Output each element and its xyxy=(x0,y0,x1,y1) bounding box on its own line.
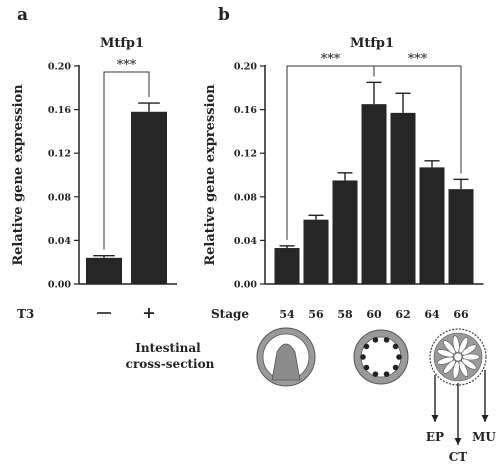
cross-section-66-fold xyxy=(458,337,469,354)
y-tick-label: 0.04 xyxy=(234,236,258,247)
x-tick-label: 60 xyxy=(366,308,382,321)
significance-label: *** xyxy=(408,52,428,67)
arrow-head xyxy=(454,438,462,445)
panel-letter: a xyxy=(17,5,28,25)
y-tick-label: 0.08 xyxy=(48,192,72,203)
cross-section-66-fold xyxy=(461,344,477,356)
x-tick-label: 62 xyxy=(395,308,410,321)
cross-section-66-fold xyxy=(443,340,456,355)
cross-section-66-fold xyxy=(458,360,469,377)
chart-panel-a: a Mtfp1 Relative gene expression 0.00 0.04 0.… xyxy=(11,5,177,322)
cross-section-diagram: Intestinal cross-section EP CT MU xyxy=(126,327,496,464)
y-tick-label: 0.00 xyxy=(234,280,258,291)
significance-label: *** xyxy=(117,58,137,73)
bar xyxy=(419,167,445,284)
x-tick-label: 54 xyxy=(279,308,295,321)
significance-label: *** xyxy=(321,52,341,67)
cross-section-54-typhlosole xyxy=(271,343,301,381)
arrow-head xyxy=(431,415,439,422)
cross-section-66-fold xyxy=(452,335,460,353)
panel-letter: b xyxy=(218,5,230,25)
x-tick-label: 64 xyxy=(424,308,440,321)
chart-title: Mtfp1 xyxy=(100,36,144,51)
bar xyxy=(361,104,387,285)
cross-section-60-cell xyxy=(396,354,402,360)
cross-section-66-fold xyxy=(452,361,460,379)
bar xyxy=(86,257,122,284)
y-tick-label: 0.00 xyxy=(48,280,72,291)
y-axis-label: Relative gene expression xyxy=(203,84,218,266)
bar xyxy=(448,189,474,284)
tissue-label: CT xyxy=(449,450,468,464)
cross-section-66-fold xyxy=(437,349,455,358)
bar xyxy=(332,180,358,284)
bar xyxy=(390,112,416,285)
chart-title: Mtfp1 xyxy=(350,36,394,51)
y-tick-label: 0.16 xyxy=(234,105,258,116)
cross-section-60-cell xyxy=(392,364,399,371)
significance-bracket xyxy=(286,65,375,240)
diagram-label-line2: cross-section xyxy=(126,357,215,371)
cross-section-60-cell xyxy=(363,364,370,371)
significance-bracket xyxy=(373,65,462,174)
diagram-label-line1: Intestinal xyxy=(135,341,201,355)
cross-section-66-fold xyxy=(437,356,455,365)
cross-section-60-cell xyxy=(372,337,379,343)
x-tick-label-text: — xyxy=(97,306,111,322)
significance-bracket xyxy=(103,71,150,250)
x-tick-label: 58 xyxy=(337,308,353,321)
cross-section-66-center xyxy=(453,352,463,362)
y-tick-label: 0.08 xyxy=(234,192,258,203)
tissue-label: MU xyxy=(472,430,496,444)
cross-section-60-cell xyxy=(392,343,399,350)
y-tick-label: 0.12 xyxy=(48,149,71,160)
x-tick-label: 66 xyxy=(453,308,469,321)
y-tick-label: 0.16 xyxy=(48,105,72,116)
bar xyxy=(274,248,300,284)
y-tick-label: 0.20 xyxy=(234,62,258,73)
arrow-head xyxy=(481,415,489,422)
chart-panel-b: b Mtfp1 Relative gene expression 0.00 0.04 0.… xyxy=(203,5,484,321)
cross-section-60-cell xyxy=(360,354,366,360)
cross-section-60-cell xyxy=(363,343,370,350)
cross-section-66-fold xyxy=(443,359,456,374)
cross-section-60-cell xyxy=(372,371,379,377)
x-axis-label: T3 xyxy=(17,307,34,321)
y-tick-label: 0.20 xyxy=(48,62,72,73)
cross-section-66-fold xyxy=(461,358,477,370)
y-tick-label: 0.04 xyxy=(48,236,72,247)
cross-section-60-cell xyxy=(383,371,390,377)
cross-section-60-cell xyxy=(383,337,390,343)
y-tick-label: 0.12 xyxy=(234,149,257,160)
bar xyxy=(131,111,167,284)
cross-section-66-fold xyxy=(462,353,480,361)
x-axis-label: Stage xyxy=(211,307,249,321)
y-axis-label: Relative gene expression xyxy=(11,84,26,266)
bar xyxy=(303,219,329,284)
x-tick-label: 56 xyxy=(308,308,324,321)
x-tick-label: + xyxy=(142,303,155,322)
cross-section-60-lumen xyxy=(360,336,402,378)
tissue-label: EP xyxy=(426,430,444,444)
